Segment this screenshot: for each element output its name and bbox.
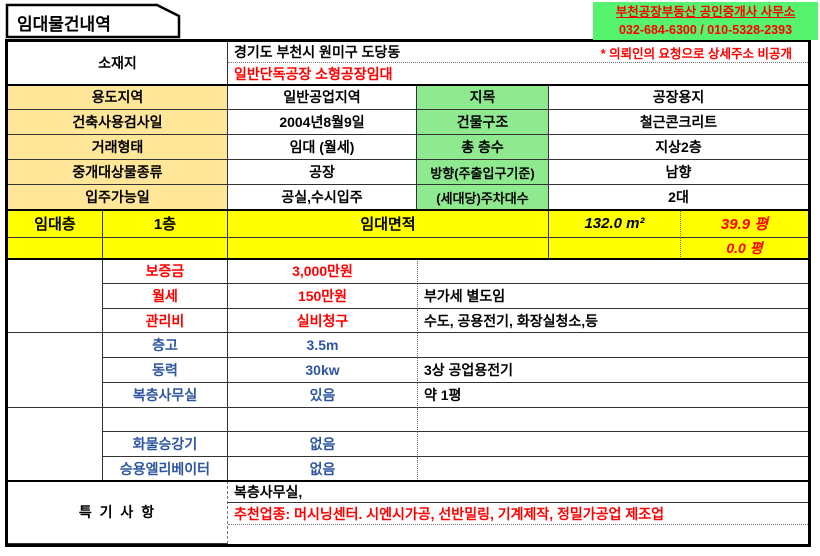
tab-outline-shape (5, 3, 181, 39)
location-label-cell: 소재지 (8, 42, 228, 85)
detail-label: 복층사무실 (103, 383, 228, 408)
detail-label: 화물승강기 (103, 432, 228, 457)
detail-label: 보증금 (103, 259, 228, 284)
detail-value: 30kw (228, 358, 417, 383)
area-sqm-cell: 132.0 m² (549, 210, 680, 238)
detail-group-spacer (8, 408, 103, 481)
info-row-label2: 총 층수 (417, 135, 549, 160)
section-divider (8, 480, 808, 482)
area-pyeong-cell: 39.9 평 (680, 210, 808, 238)
detail-value: 150만원 (228, 284, 417, 309)
info-row-value: 2004년8월9일 (228, 110, 417, 135)
detail-value: 있음 (228, 383, 417, 408)
area-pyeong-extra-cell: 0.0 평 (680, 238, 808, 259)
info-row-value: 공실,수시입주 (228, 185, 417, 210)
page-title: 임대물건내역 (17, 15, 111, 34)
info-row-label: 용도지역 (8, 85, 228, 110)
info-row-label: 입주가능일 (8, 185, 228, 210)
area-label-cell: 임대면적 (228, 210, 549, 238)
info-row-label2: 건물구조 (417, 110, 549, 135)
floor-label-cell: 임대층 (8, 210, 103, 238)
detail-value: 실비청구 (228, 309, 417, 333)
detail-note (417, 457, 808, 481)
detail-label: 관리비 (103, 309, 228, 333)
special-notes-line2: 추천업종: 머시닝센터. 시엔시가공, 선반밀링, 기계제작, 정밀가공업 제조… (228, 503, 808, 525)
location-address: 경기도 부천시 원미구 도당동 (234, 44, 401, 60)
section-divider (8, 84, 808, 86)
info-row-label2: 지목 (417, 85, 549, 110)
property-table: 소재지 경기도 부천시 원미구 도당동 * 의뢰인의 요청으로 상세주소 비공개… (5, 39, 811, 547)
floor-extra-cell (103, 238, 228, 259)
sheet-title-tab: 임대물건내역 (5, 3, 181, 39)
section-divider (8, 209, 808, 211)
detail-note: 약 1평 (417, 383, 808, 408)
detail-value: 없음 (228, 432, 417, 457)
info-row-value: 공장 (228, 160, 417, 185)
detail-note: 부가세 별도임 (417, 284, 808, 309)
info-row-value2: 남향 (549, 160, 808, 185)
section-divider (8, 258, 808, 260)
location-address-line: 경기도 부천시 원미구 도당동 * 의뢰인의 요청으로 상세주소 비공개 (228, 42, 808, 63)
detail-group-spacer (8, 259, 103, 333)
agency-banner: 부천공장부동산 공인중개사 사무소 032-684-6300 / 010-532… (593, 2, 818, 40)
detail-note (417, 333, 808, 358)
agency-phone: 032-684-6300 / 010-5328-2393 (618, 23, 793, 37)
detail-label: 층고 (103, 333, 228, 358)
detail-note (417, 408, 808, 432)
special-notes-line3 (228, 525, 808, 544)
info-row-label2: (세대당)주차대수 (417, 185, 549, 210)
info-row-value: 일반공업지역 (228, 85, 417, 110)
special-notes-line1: 복층사무실, (228, 481, 808, 503)
detail-value (228, 408, 417, 432)
info-row-label: 건축사용검사일 (8, 110, 228, 135)
info-row-value2: 공장용지 (549, 85, 808, 110)
info-row-value: 임대 (월세) (228, 135, 417, 160)
detail-label: 동력 (103, 358, 228, 383)
detail-value: 3.5m (228, 333, 417, 358)
detail-note: 3상 공업용전기 (417, 358, 808, 383)
detail-note (417, 432, 808, 457)
info-row-value2: 철근콘크리트 (549, 110, 808, 135)
detail-value: 3,000만원 (228, 259, 417, 284)
floor-value-cell: 1층 (103, 210, 228, 238)
detail-group-spacer (8, 333, 103, 408)
info-row-label: 거래형태 (8, 135, 228, 160)
location-subtitle-cell: 일반단독공장 소형공장임대 (228, 63, 808, 85)
area-extra-sqm-cell (549, 238, 680, 259)
detail-label: 월세 (103, 284, 228, 309)
detail-note: 수도, 공용전기, 화장실청소,등 (417, 309, 808, 333)
privacy-note: * 의뢰인의 요청으로 상세주소 비공개 (600, 46, 792, 61)
info-row-value2: 2대 (549, 185, 808, 210)
floor-extra-cell (8, 238, 103, 259)
info-row-value2: 지상2층 (549, 135, 808, 160)
detail-label: 승용엘리베이터 (103, 457, 228, 481)
detail-note (417, 259, 808, 284)
area-extra-cell (228, 238, 549, 259)
info-row-label: 중개대상물종류 (8, 160, 228, 185)
special-notes-label: 특 기 사 항 (8, 481, 228, 544)
detail-label (103, 408, 228, 432)
detail-value: 없음 (228, 457, 417, 481)
info-row-label2: 방향(주출입구기준) (417, 160, 549, 185)
agency-name: 부천공장부동산 공인중개사 사무소 (615, 5, 796, 19)
